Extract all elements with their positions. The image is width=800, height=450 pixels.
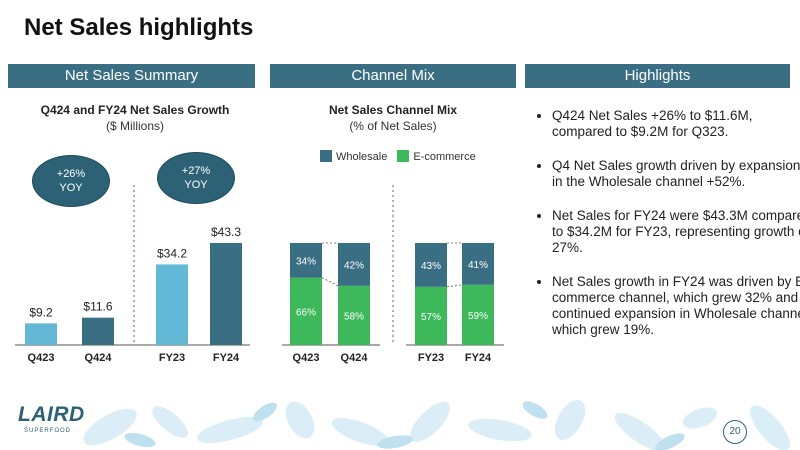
connector-split [446,284,463,288]
company-logo: LAIRD [18,403,85,426]
wholesale-bar-segment [338,243,370,286]
channel-chart-subtitle: (% of Net Sales) [349,119,437,133]
legend-ecommerce-swatch [397,150,410,162]
sales-category-label: Q423 [28,352,55,364]
ecommerce-bar-segment [462,284,494,345]
sales-bar-label: $34.2 [157,246,187,260]
wholesale-segment-label: 34% [296,256,316,267]
section-header-summary: Net Sales Summary [8,64,255,88]
growth-badge-fy-label: YOY [184,179,208,191]
ecommerce-segment-label: 57% [421,312,441,323]
channel-category-label: Q423 [293,352,320,364]
sales-bar [210,243,242,345]
channel-category-label: Q424 [341,352,369,364]
legend-ecommerce-label: E-commerce [413,151,476,163]
growth-badge-q4: +26% YOY [32,155,110,207]
sales-category-label: Q424 [85,352,113,364]
wholesale-segment-label: 43% [421,261,441,272]
ecommerce-bar-segment [290,277,322,345]
sales-category-label: FY24 [213,352,240,364]
legend-wholesale-swatch [320,150,332,162]
sales-bar [156,264,188,345]
wholesale-segment-label: 41% [468,260,488,271]
highlight-item: Q424 Net Sales +26% to $11.6M, compared … [552,108,800,140]
ecommerce-segment-label: 58% [344,311,364,322]
summary-chart-title: Q424 and FY24 Net Sales Growth [40,103,230,117]
ecommerce-bar-segment [338,285,370,345]
growth-badge-q4-label: YOY [59,182,83,194]
legend-wholesale: Wholesale [320,150,387,163]
ecommerce-bar-segment [415,286,447,345]
highlight-item: Net Sales for FY24 were $43.3M compared … [552,208,800,256]
channel-category-label: FY24 [465,352,492,364]
highlight-item: Net Sales growth in FY24 was driven by E… [552,274,800,338]
section-header-channel: Channel Mix [270,64,516,88]
growth-badge-fy-value: +27% [181,165,211,177]
wholesale-bar-segment [462,243,494,285]
highlights-list: Q424 Net Sales +26% to $11.6M, compared … [528,108,800,356]
highlight-item: Q4 Net Sales growth driven by expansion … [552,158,800,190]
growth-badge-fy: +27% YOY [157,152,235,204]
page-title: Net Sales highlights [24,14,254,41]
channel-chart-title: Net Sales Channel Mix [328,103,458,117]
growth-badge-q4-value: +26% [56,168,86,180]
sales-bar-label: $11.6 [83,300,112,314]
sales-bar-label: $43.3 [211,225,241,239]
decorative-leaf-band [83,400,790,450]
legend-ecommerce: E-commerce [397,150,476,163]
channel-category-label: FY23 [418,352,444,364]
wholesale-bar-segment [290,243,322,278]
section-header-highlights: Highlights [525,64,790,88]
sales-bar [82,317,114,345]
wholesale-segment-label: 42% [344,260,364,271]
sales-category-label: FY23 [159,352,185,364]
ecommerce-segment-label: 59% [468,311,488,322]
sales-bar-label: $9.2 [29,305,53,319]
company-logo-sub: SUPERFOOD [24,428,72,434]
wholesale-bar-segment [415,243,447,287]
page-number: 20 [723,420,747,444]
ecommerce-segment-label: 66% [296,307,316,318]
sales-bar [25,323,57,345]
legend-wholesale-label: Wholesale [336,151,388,163]
summary-chart-subtitle: ($ Millions) [105,119,164,133]
channel-legend: Wholesale E-commerce [320,150,476,163]
connector-split [321,277,339,287]
